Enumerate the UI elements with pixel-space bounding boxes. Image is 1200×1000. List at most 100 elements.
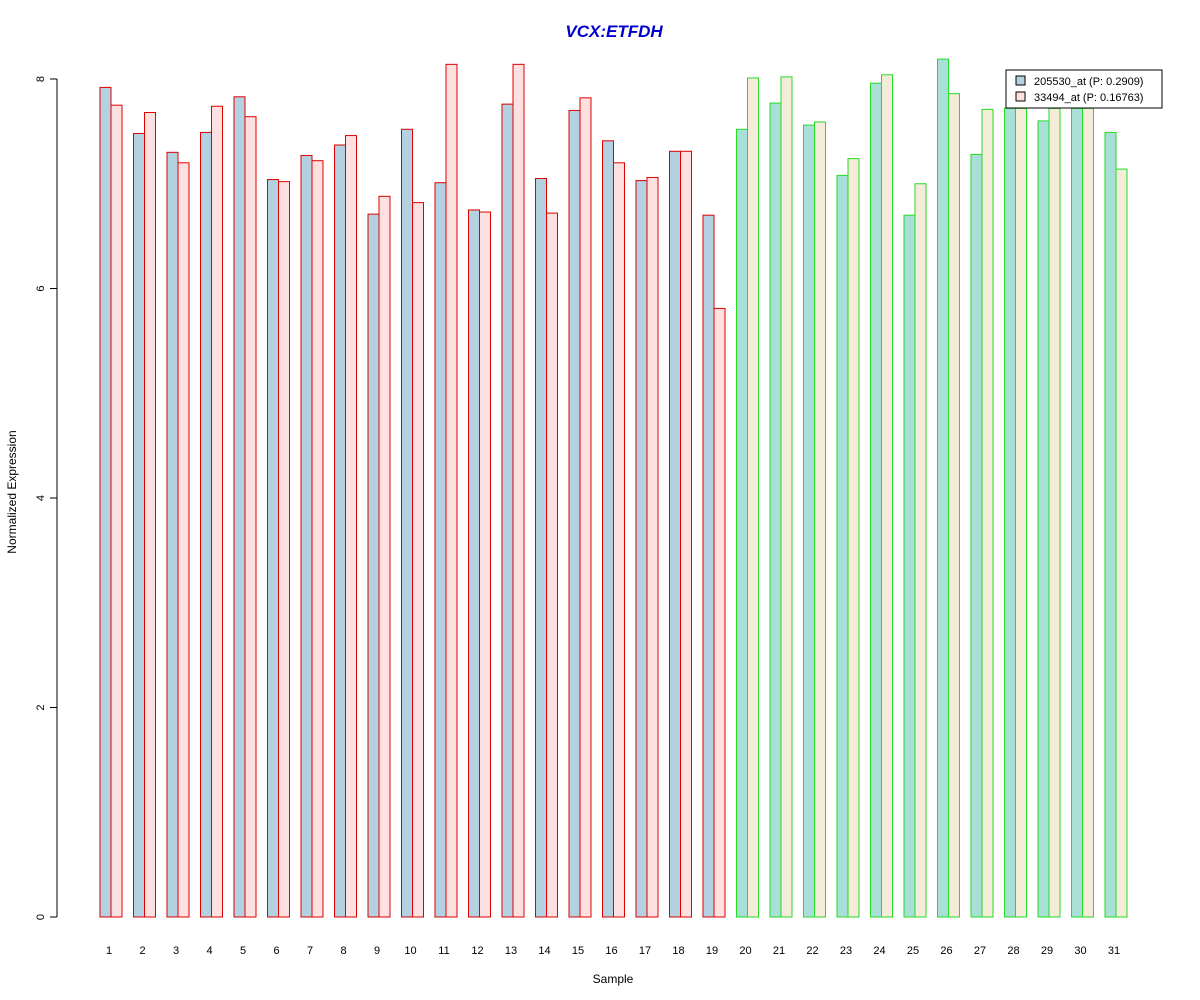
legend-label-series-1: 205530_at (P: 0.2909) [1034, 76, 1143, 88]
bar-series-2-sample-7 [311, 160, 324, 918]
x-tick-label: 11 [438, 945, 449, 957]
x-tick-label: 8 [340, 945, 346, 957]
x-tick-label: 10 [404, 945, 416, 957]
x-tick-label: 9 [374, 945, 380, 957]
bar-series-2-sample-26 [948, 93, 960, 918]
x-tick-label: 24 [873, 945, 885, 957]
y-axis: 0 2 4 6 8 [35, 76, 58, 920]
bar-series-1-sample-31 [1104, 131, 1117, 918]
x-tick-label: 19 [706, 945, 718, 957]
bar-series-2-sample-27 [981, 108, 994, 918]
y-tick-label: 4 [35, 495, 47, 501]
legend-box [1005, 69, 1163, 109]
bars-group [99, 58, 1128, 918]
x-tick-label: 12 [471, 945, 483, 957]
x-tick-label: 2 [139, 945, 145, 957]
y-tick-label: 8 [35, 76, 47, 82]
x-tick-label: 27 [974, 945, 986, 957]
x-tick-label: 13 [505, 945, 517, 957]
bar-series-1-sample-28 [1004, 107, 1016, 918]
bar-series-1-sample-6 [267, 179, 279, 918]
y-tick-label: 6 [35, 285, 47, 291]
y-tick-label: 0 [35, 914, 47, 920]
bar-series-2-sample-4 [211, 105, 223, 918]
bar-series-2-sample-24 [881, 74, 893, 918]
bar-series-2-sample-9 [378, 195, 391, 918]
bar-series-2-sample-20 [747, 77, 759, 918]
legend-label-series-2: 33494_at (P: 0.16763) [1034, 92, 1143, 104]
x-tick-label: 30 [1074, 945, 1086, 957]
legend-swatch-series-2 [1015, 91, 1026, 102]
bar-series-2-sample-5 [244, 116, 257, 918]
bar-series-1-sample-9 [367, 213, 380, 918]
bar-series-1-sample-14 [535, 178, 547, 918]
bar-series-1-sample-2 [133, 132, 145, 918]
bar-series-2-sample-23 [847, 158, 860, 918]
x-tick-label: 21 [773, 945, 785, 957]
bar-series-1-sample-19 [702, 214, 715, 918]
x-tick-label: 22 [806, 945, 818, 957]
x-axis-tick-labels: 1 2 3 4 5 6 7 8 9 10 11 12 13 14 15 16 17 18 19 20 21 22 23 24 2… [106, 945, 1120, 957]
bar-series-2-sample-6 [278, 181, 290, 918]
x-tick-label: 15 [572, 945, 584, 957]
x-tick-label: 23 [840, 945, 852, 957]
bar-series-2-sample-25 [914, 183, 927, 918]
x-tick-label: 5 [240, 945, 246, 957]
bar-series-2-sample-18 [680, 150, 692, 918]
bar-series-1-sample-20 [736, 128, 748, 918]
x-tick-label: 29 [1041, 945, 1053, 957]
bar-series-1-sample-21 [769, 102, 782, 918]
bar-series-1-sample-8 [334, 144, 346, 918]
x-tick-label: 17 [639, 945, 651, 957]
bar-series-2-sample-22 [814, 121, 826, 918]
y-axis-title: Normalized Expression [5, 430, 19, 553]
bar-series-1-sample-13 [501, 103, 514, 918]
bar-series-1-sample-18 [669, 150, 681, 918]
x-tick-label: 20 [739, 945, 751, 957]
x-tick-label: 18 [672, 945, 684, 957]
bar-series-1-sample-15 [568, 109, 581, 918]
legend-swatch-series-1 [1015, 75, 1026, 86]
bar-series-1-sample-16 [602, 140, 614, 918]
bar-series-2-sample-31 [1115, 168, 1128, 918]
bar-series-2-sample-1 [110, 104, 123, 918]
bar-series-1-sample-25 [903, 214, 916, 918]
bar-series-2-sample-17 [646, 176, 659, 918]
x-tick-label: 1 [106, 945, 112, 957]
bar-series-1-sample-24 [870, 82, 882, 918]
bar-series-2-sample-28 [1015, 107, 1027, 918]
bar-series-1-sample-27 [970, 153, 983, 918]
x-tick-label: 6 [273, 945, 279, 957]
x-tick-label: 28 [1007, 945, 1019, 957]
x-tick-label: 4 [206, 945, 212, 957]
chart-title: VCX:ETFDH [565, 22, 663, 41]
bar-series-1-sample-11 [434, 182, 447, 918]
bar-series-1-sample-1 [99, 86, 112, 918]
bar-series-2-sample-10 [412, 202, 424, 918]
bar-series-1-sample-29 [1037, 120, 1050, 918]
x-tick-label: 14 [538, 945, 550, 957]
bar-series-2-sample-12 [479, 211, 491, 918]
bar-series-1-sample-22 [803, 124, 815, 918]
x-tick-label: 26 [940, 945, 952, 957]
legend: 205530_at (P: 0.2909) 33494_at (P: 0.167… [1005, 69, 1163, 109]
bar-series-1-sample-5 [233, 96, 246, 918]
bar-series-1-sample-12 [468, 209, 480, 918]
bar-series-1-sample-10 [401, 128, 413, 918]
x-tick-label: 16 [605, 945, 617, 957]
x-tick-label: 31 [1108, 945, 1120, 957]
bar-series-2-sample-21 [780, 76, 793, 918]
bar-series-2-sample-14 [546, 212, 558, 918]
bar-series-2-sample-3 [177, 162, 190, 918]
bar-series-2-sample-29 [1048, 107, 1061, 918]
x-tick-label: 3 [173, 945, 179, 957]
x-tick-label: 25 [907, 945, 919, 957]
bar-series-2-sample-15 [579, 97, 592, 918]
bar-series-1-sample-30 [1071, 107, 1083, 918]
bar-series-1-sample-17 [635, 180, 648, 918]
bar-series-1-sample-4 [200, 131, 212, 918]
bar-series-1-sample-3 [166, 151, 179, 918]
bar-series-2-sample-16 [613, 162, 625, 918]
bar-series-2-sample-8 [345, 135, 357, 918]
